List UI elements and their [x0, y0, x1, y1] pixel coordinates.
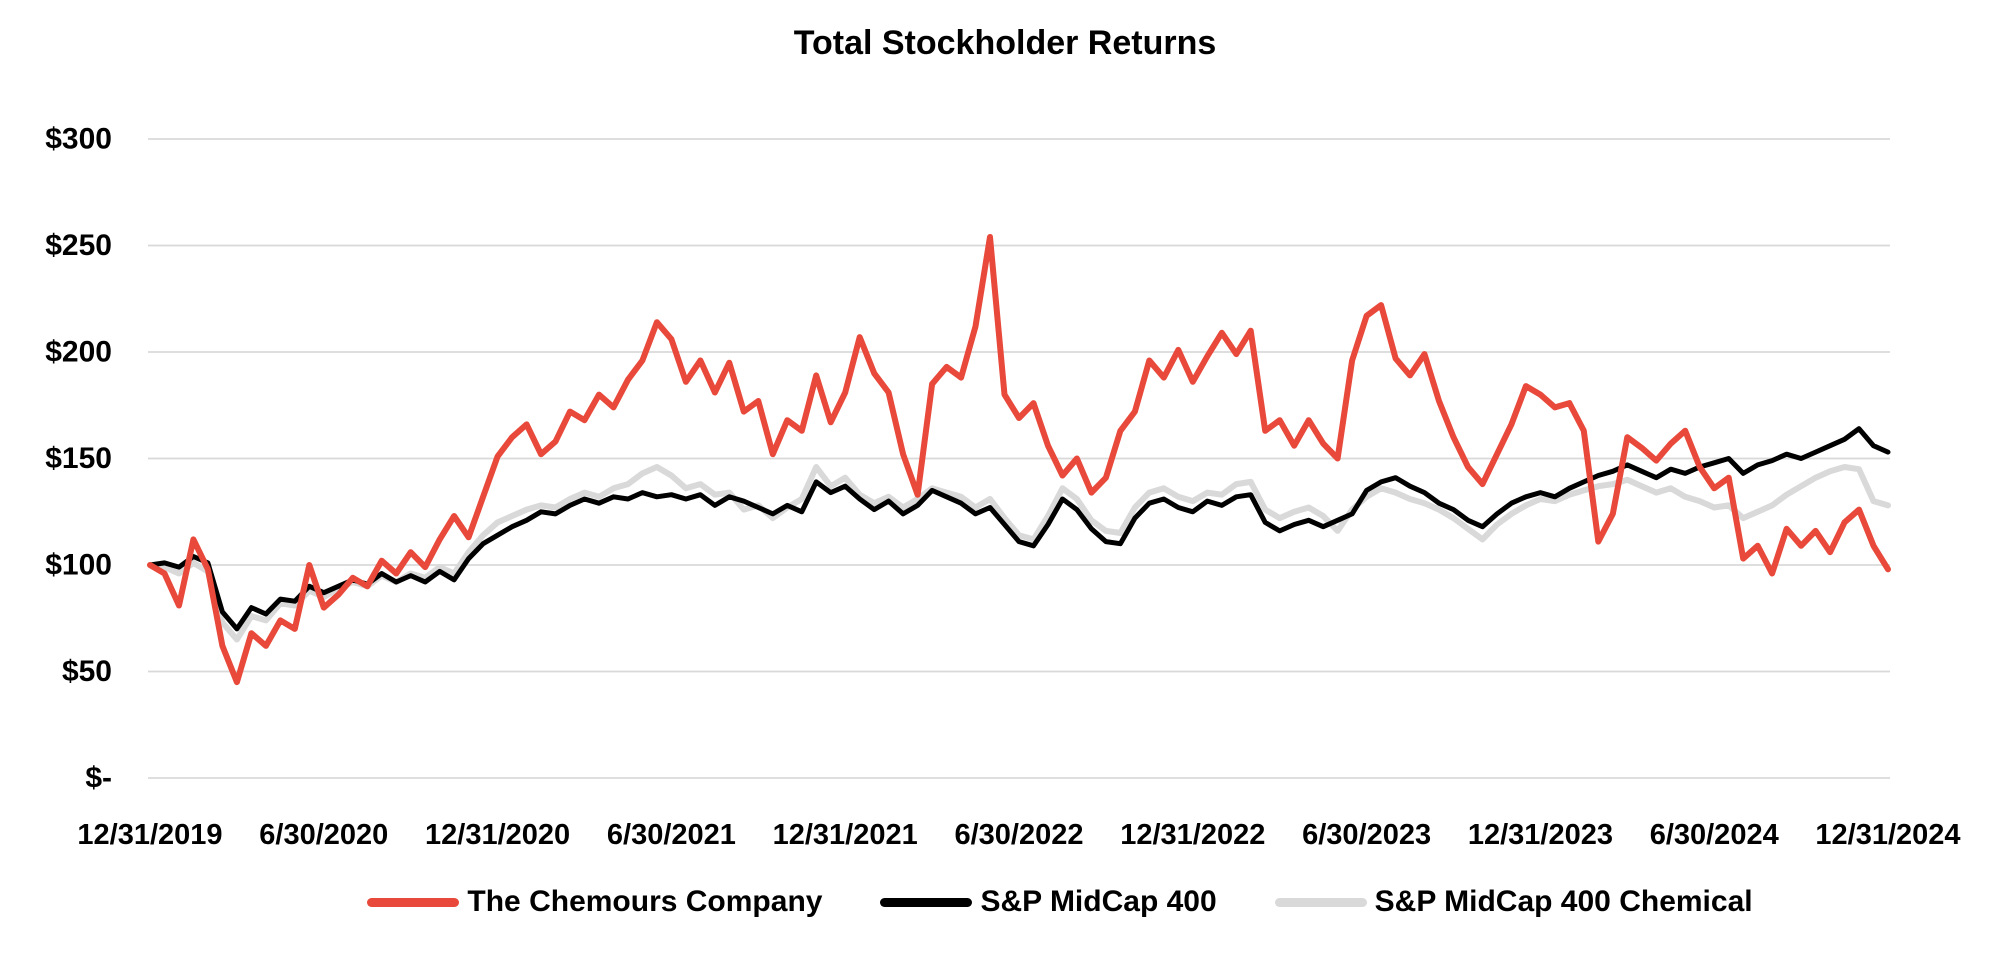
legend-swatch-midcap400-icon	[880, 897, 973, 907]
legend-label-midcap400: S&P MidCap 400	[980, 885, 1217, 918]
chart-title: Total Stockholder Returns	[793, 24, 1217, 62]
x-tick-label: 12/31/2021	[773, 819, 918, 851]
x-tick-label: 12/31/2022	[1120, 819, 1265, 851]
legend-swatch-midcap400-chemical-icon	[1274, 897, 1367, 907]
y-tick-label: $300	[45, 123, 112, 156]
x-tick-label: 12/31/2023	[1468, 819, 1613, 851]
x-tick-label: 6/30/2021	[607, 819, 736, 851]
y-tick-label: $100	[45, 549, 112, 582]
x-tick-label: 12/31/2024	[1815, 819, 1960, 851]
series-line-the-chemours-company	[147, 234, 1891, 686]
x-tick-label: 12/31/2020	[425, 819, 570, 851]
y-tick-label: $50	[62, 655, 112, 688]
x-tick-label: 6/30/2024	[1650, 819, 1779, 851]
legend-swatch-chemours-icon	[367, 897, 460, 907]
y-tick-label: $150	[45, 442, 112, 475]
y-tick-label: $-	[85, 762, 112, 795]
series-line-s-p-midcap-400	[147, 426, 1891, 632]
legend-item-midcap400-chemical: S&P MidCap 400 Chemical	[1274, 885, 1753, 919]
legend-item-midcap400: S&P MidCap 400	[880, 885, 1217, 919]
x-tick-label: 6/30/2022	[954, 819, 1083, 851]
x-tick-label: 6/30/2023	[1302, 819, 1431, 851]
x-tick-label: 12/31/2019	[77, 819, 222, 851]
series-line-s-p-midcap-400-chemical	[147, 464, 1891, 643]
legend-label-midcap400-chemical: S&P MidCap 400 Chemical	[1374, 885, 1753, 918]
y-tick-label: $250	[45, 229, 112, 262]
legend-item-chemours: The Chemours Company	[367, 885, 822, 919]
x-tick-label: 6/30/2020	[259, 819, 388, 851]
legend-label-chemours: The Chemours Company	[467, 885, 823, 918]
chart-legend: The Chemours Company S&P MidCap 400 S&P …	[300, 880, 1820, 924]
y-tick-label: $200	[45, 336, 112, 369]
